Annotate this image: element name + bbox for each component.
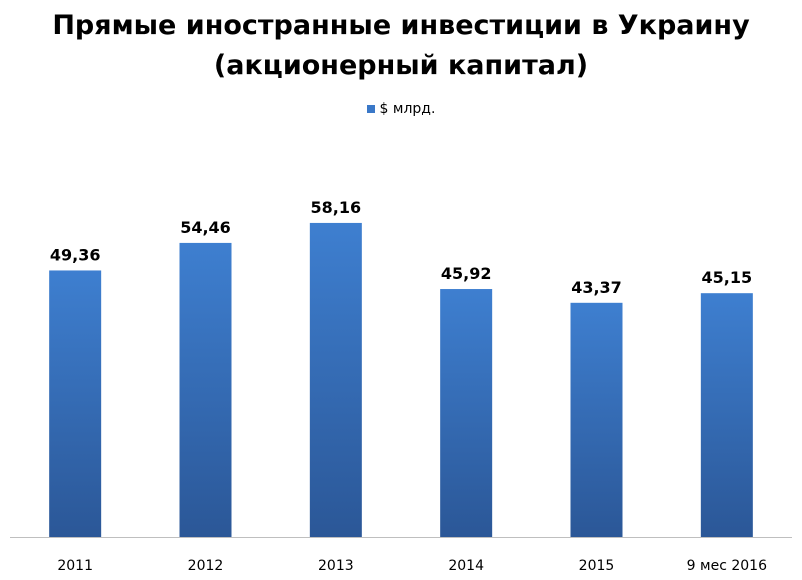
x-tick-label: 9 мес 2016	[687, 558, 767, 574]
data-label: 54,46	[180, 218, 231, 237]
legend-swatch	[366, 105, 375, 113]
x-tick-label: 2015	[579, 558, 615, 574]
x-tick-label: 2013	[318, 558, 354, 574]
data-label: 45,92	[441, 264, 492, 283]
chart-title: Прямые иностранные инвестиции в Украину …	[0, 6, 802, 86]
data-label: 58,16	[311, 198, 362, 217]
data-label: 43,37	[571, 278, 622, 297]
x-tick-label: 2012	[188, 558, 224, 574]
bar-2013	[309, 222, 362, 537]
legend: $ млрд.	[0, 101, 802, 117]
bar-2012	[179, 242, 232, 537]
bar-9-мес-2016	[700, 293, 753, 537]
x-tick-label: 2011	[57, 558, 93, 574]
bar-2011	[49, 270, 102, 537]
x-tick-label: 2014	[448, 558, 484, 574]
legend-label: $ млрд.	[379, 101, 436, 117]
bar-2014	[440, 289, 493, 537]
bar-2015	[570, 302, 623, 537]
data-label: 49,36	[50, 245, 101, 264]
chart-title-line-1: Прямые иностранные инвестиции в Украину	[52, 10, 750, 41]
data-label: 45,15	[702, 268, 753, 287]
chart-title-line-2: (акционерный капитал)	[213, 50, 589, 81]
